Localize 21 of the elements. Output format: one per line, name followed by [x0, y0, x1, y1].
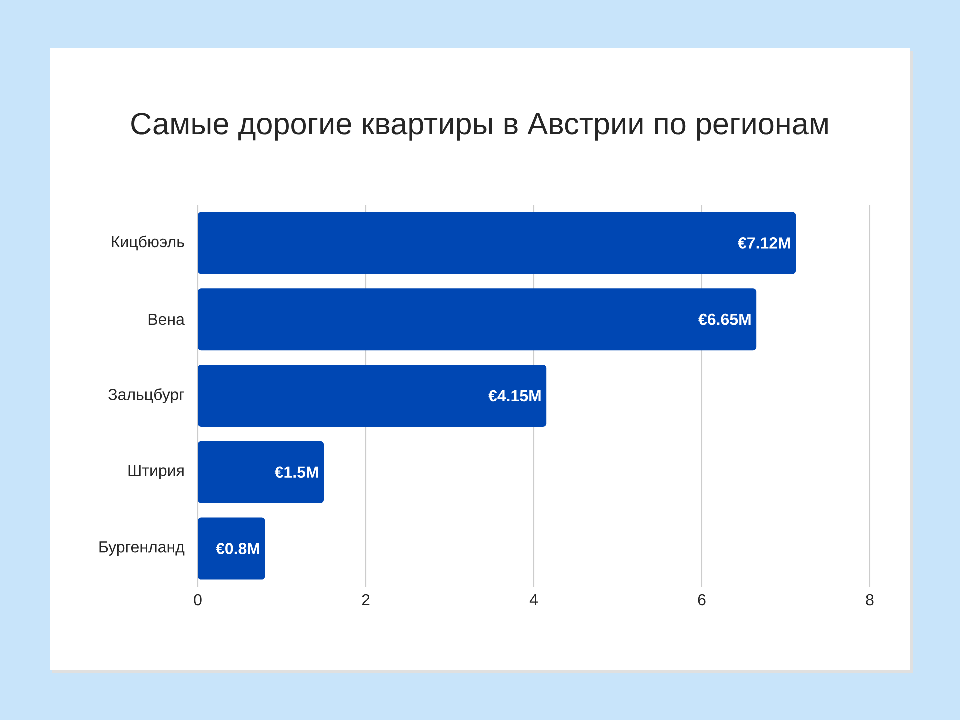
- y-tick-label: Зальцбург: [108, 388, 184, 404]
- y-tick-label: Кицбюэль: [112, 236, 184, 251]
- data-label: €1.5M: [274, 466, 318, 478]
- data-label: €7.12M: [738, 238, 790, 249]
- bar: [198, 364, 547, 427]
- bar: [198, 212, 796, 274]
- y-tick-label: Вена: [148, 314, 185, 326]
- data-label: €4.15M: [488, 390, 541, 402]
- bar: [198, 288, 757, 351]
- x-tick-label: 8: [866, 594, 874, 606]
- x-tick-label: 2: [362, 594, 370, 606]
- x-tick-label: 0: [194, 594, 202, 606]
- bar: [198, 518, 266, 580]
- data-label: €0.8M: [216, 543, 260, 554]
- bar: [198, 441, 324, 504]
- x-tick-label: 4: [530, 594, 538, 606]
- data-label: €6.65M: [698, 314, 751, 326]
- x-tick-label: 6: [698, 594, 706, 606]
- chart-title: Самые дорогие квартиры в Австрии по регионам: [132, 113, 828, 141]
- y-tick-label: Штирия: [128, 465, 184, 480]
- y-tick-label: Бургенланд: [100, 542, 185, 556]
